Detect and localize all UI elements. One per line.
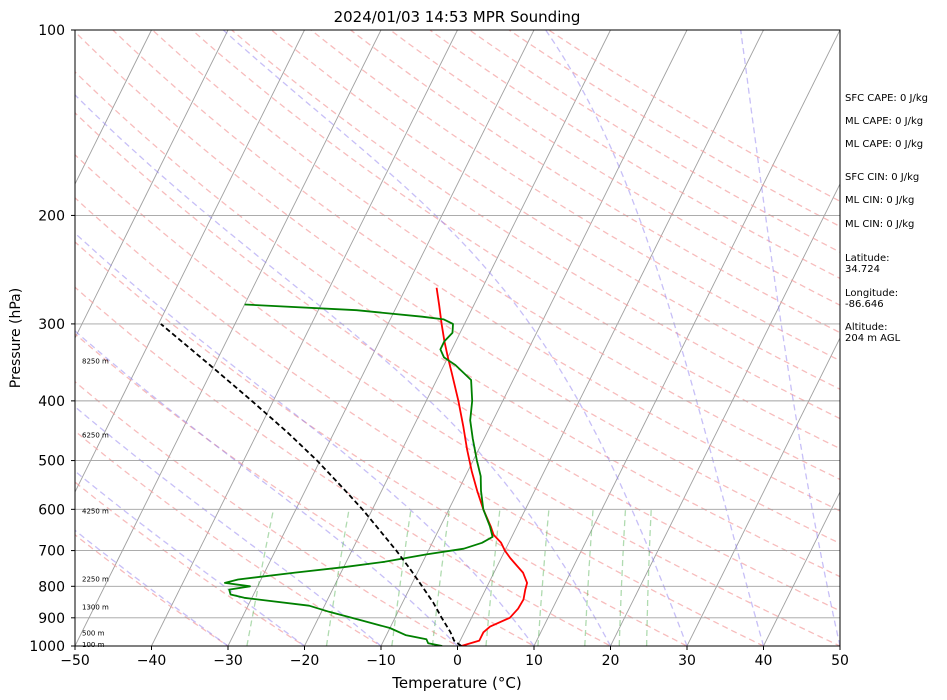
height-label: 1300 m — [82, 604, 109, 612]
height-label: 100 m — [82, 641, 105, 649]
dry-adiabat — [75, 333, 536, 646]
moist-adiabat — [75, 94, 612, 646]
sounding-param-4: SFC CIN: 0 J/kg — [845, 172, 920, 183]
x-tick-label: 10 — [525, 653, 543, 669]
isotherm-line — [75, 30, 152, 186]
sounding-param-3: ML CAPE: 0 J/kg — [845, 139, 924, 150]
x-tick-label: −10 — [366, 653, 396, 669]
y-tick-label: 300 — [38, 317, 65, 333]
dry-adiabat — [75, 430, 383, 646]
isotherm-line — [380, 30, 688, 646]
dry-adiabat — [151, 30, 840, 481]
isotherm-line — [610, 182, 840, 646]
moist-adiabat — [75, 529, 229, 646]
moist-adiabat — [75, 405, 382, 646]
moist-adiabat — [545, 30, 765, 646]
y-tick-label: 500 — [38, 454, 65, 470]
dry-adiabat — [75, 153, 840, 646]
y-tick-label: 700 — [38, 544, 65, 560]
sounding-param-2: ML CAPE: 0 J/kg — [845, 116, 924, 127]
isotherm-line — [457, 30, 764, 646]
x-tick-label: −40 — [137, 653, 167, 669]
y-tick-label: 900 — [38, 611, 65, 627]
x-axis-label: Temperature (°C) — [391, 674, 521, 692]
isotherm-line — [75, 30, 229, 340]
y-tick-label: 1000 — [29, 639, 65, 655]
sounding-param-1: SFC CAPE: 0 J/kg — [845, 93, 928, 104]
sounding-param-6: ML CIN: 0 J/kg — [845, 219, 915, 230]
height-label: 6250 m — [82, 431, 109, 439]
moist-adiabat — [75, 330, 458, 646]
isotherm-line — [75, 30, 382, 646]
dry-adiabat — [75, 380, 459, 646]
dry-adiabat — [75, 241, 689, 646]
sounding-param-8: Longitude: -86.646 — [845, 288, 899, 310]
isotherm-line — [533, 30, 840, 646]
y-tick-label: 400 — [38, 394, 65, 410]
y-axis-label: Pressure (hPa) — [8, 288, 24, 388]
height-labels: 100 m 500 m 1300 m 2250 m 4250 m 6250 m 8250 m — [82, 357, 109, 649]
x-tick-label: −30 — [213, 653, 243, 669]
sounding-param-9: Altitude: 204 m AGL — [845, 322, 901, 344]
moist-adiabat — [222, 30, 688, 646]
isotherm-line — [304, 30, 611, 646]
x-tick-label: 50 — [831, 653, 849, 669]
x-tick-label: 30 — [678, 653, 696, 669]
height-label: 4250 m — [82, 508, 109, 516]
dry-adiabat — [230, 30, 840, 420]
x-tick-label: −50 — [60, 653, 90, 669]
dry-adiabat — [75, 286, 612, 646]
dry-adiabat — [75, 111, 840, 612]
dry-adiabat — [75, 481, 306, 646]
dry-adiabat — [111, 30, 840, 512]
y-tick-label: 200 — [38, 208, 65, 224]
moist-adiabat — [75, 470, 305, 646]
dry-adiabat — [270, 30, 840, 390]
y-tick-label: 800 — [38, 579, 65, 595]
isotherm-line — [686, 336, 840, 646]
y-axis: 1000 900 800 700 600 500 400 300 200 100 — [29, 23, 75, 655]
height-label: 2250 m — [82, 576, 109, 584]
x-tick-label: 20 — [602, 653, 620, 669]
y-tick-label: 600 — [38, 502, 65, 518]
dry-adiabat — [349, 30, 840, 334]
isotherm-line — [227, 30, 535, 646]
x-tick-label: 40 — [755, 653, 773, 669]
sounding-param-5: ML CIN: 0 J/kg — [845, 195, 915, 206]
x-axis: −50 −40 −30 −20 −10 0 10 20 30 40 50 — [60, 646, 849, 669]
isotherm-line — [763, 490, 840, 646]
moist-adiabat — [75, 232, 535, 646]
profile-line-2 — [223, 303, 494, 646]
chart-title: 2024/01/03 14:53 MPR Sounding — [334, 8, 581, 26]
height-label: 500 m — [82, 630, 105, 638]
height-label: 8250 m — [82, 357, 109, 365]
sounding-param-7: Latitude: 34.724 — [845, 253, 890, 275]
profile-line-3 — [160, 323, 462, 646]
isotherm-line — [151, 30, 458, 646]
moist-adiabat — [740, 30, 840, 646]
x-tick-label: 0 — [453, 653, 462, 669]
y-tick-label: 100 — [38, 23, 65, 39]
dry-adiabat — [75, 30, 840, 545]
profile-series — [160, 287, 528, 646]
x-tick-label: −20 — [290, 653, 320, 669]
isotherm-line — [75, 30, 305, 494]
profile-line-1 — [435, 287, 528, 646]
